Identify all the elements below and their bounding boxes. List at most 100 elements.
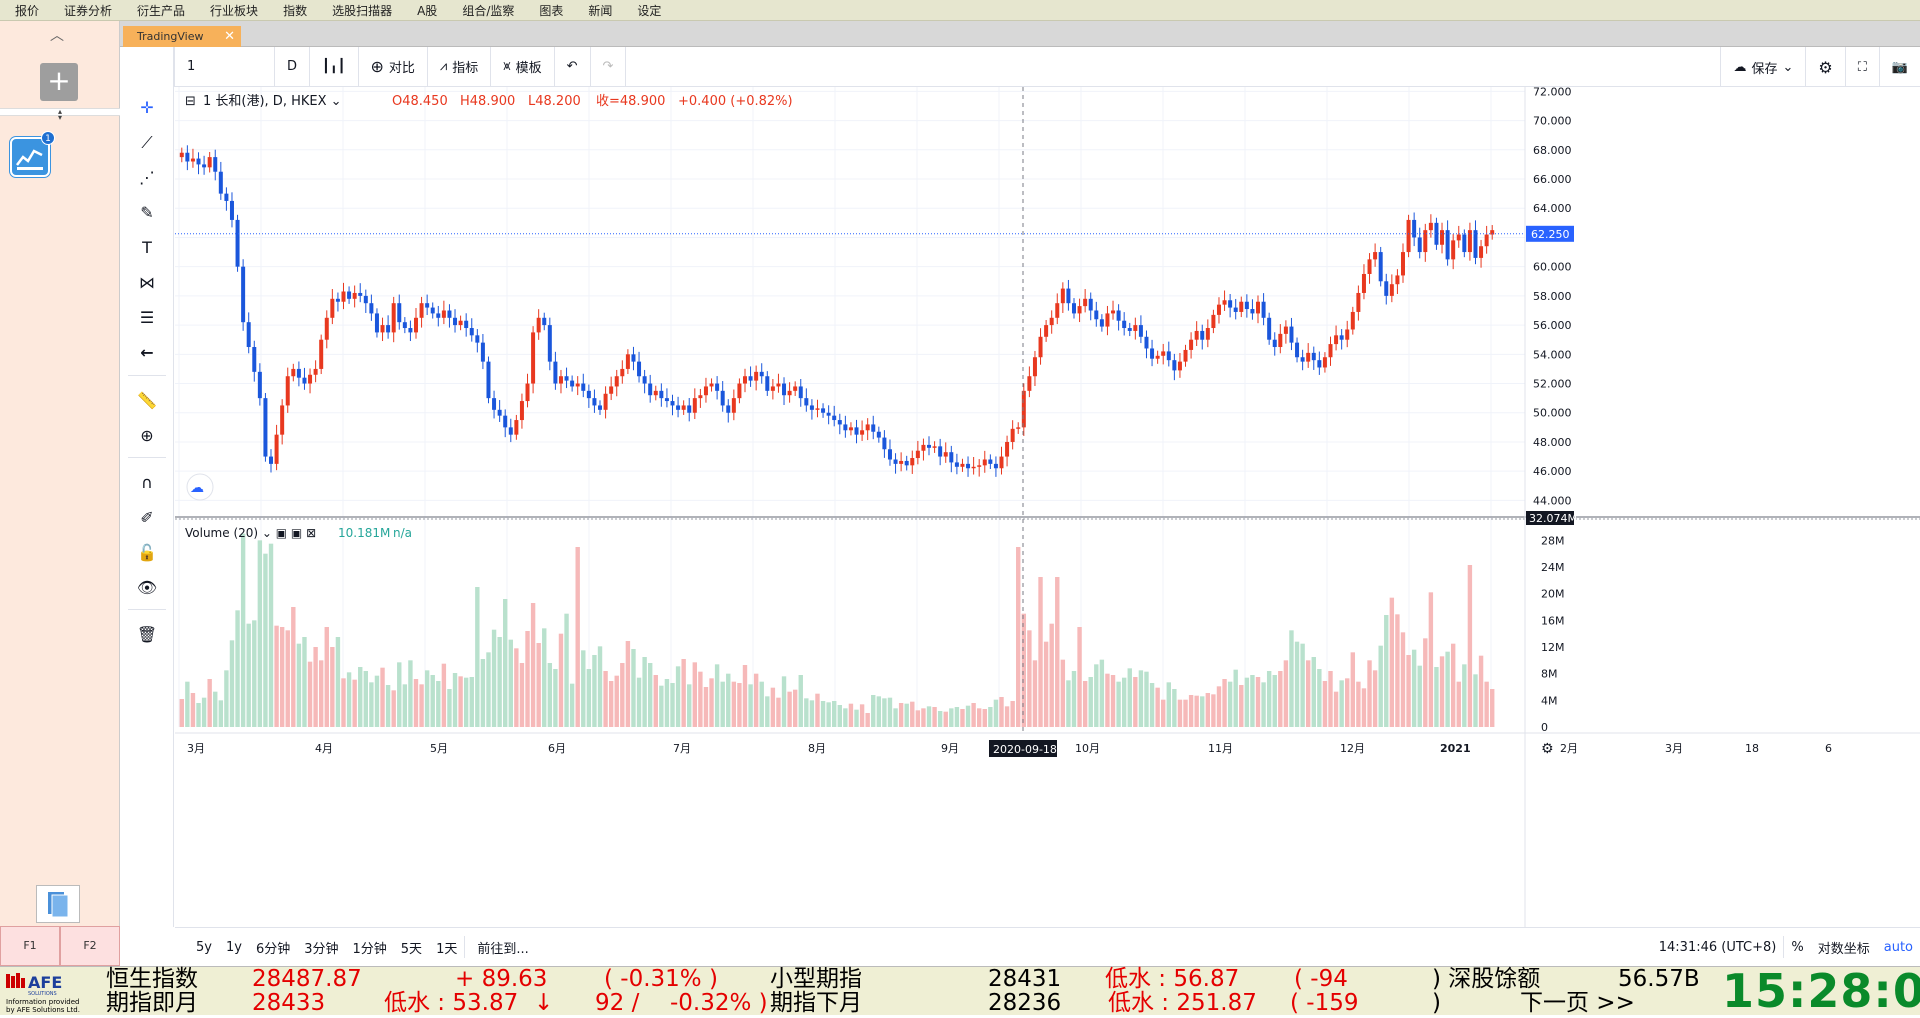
menu-item-3[interactable]: 行业板块 (210, 3, 259, 18)
volume-bar (430, 675, 435, 727)
volume-bar (1177, 699, 1183, 727)
close-icon[interactable]: ✕ (224, 29, 235, 44)
symbol-input[interactable]: 1 (175, 46, 275, 87)
volume-bar (1188, 695, 1194, 727)
menu-item-5[interactable]: 选股扫描器 (332, 3, 393, 18)
candle-style-button[interactable]: ┃╻┃ (310, 46, 359, 87)
volume-bar (1261, 682, 1266, 727)
menu-item-7[interactable]: 组合/监察 (462, 3, 515, 18)
range-5y[interactable]: 5y (196, 939, 212, 955)
afe-logo: AFE SOLUTIONS Information provided by AF… (4, 970, 104, 1014)
lock-icon[interactable]: 🔓 (137, 543, 157, 562)
candle-body (1177, 361, 1182, 371)
goto-button[interactable]: 前往到... (477, 941, 529, 957)
volume-bar (1411, 649, 1417, 727)
trash-icon[interactable]: 🗑 (136, 625, 158, 644)
volume-bar (1462, 664, 1467, 727)
candle-body (525, 383, 530, 402)
volume-bar (1166, 682, 1171, 727)
range-5d[interactable]: 5天 (400, 941, 423, 957)
svg-text:Information provided: Information provided (6, 998, 79, 1006)
tradingview-logo-icon: ☁ (190, 480, 204, 496)
range-1y[interactable]: 1y (225, 939, 242, 955)
menu-item-1[interactable]: 证券分析 (64, 3, 113, 18)
menu-item-10[interactable]: 设定 (637, 3, 662, 18)
prediction-icon[interactable]: ☰ (139, 308, 155, 327)
crosshair-icon[interactable]: ✛ (140, 98, 154, 117)
zoom-in-icon[interactable]: ⊕ (140, 426, 154, 445)
range-1min[interactable]: 1分钟 (352, 941, 387, 957)
panel-splitter[interactable]: ▴ ▾ (0, 108, 120, 122)
volume-bar (887, 697, 893, 727)
menu-item-6[interactable]: A股 (417, 3, 438, 18)
price-chart[interactable]: 72.00070.00068.00066.00064.00062.00060.0… (175, 85, 1920, 927)
volume-bar (1250, 675, 1255, 727)
indicators-button[interactable]: ⩘ 指标 (428, 46, 492, 87)
volume-bar (653, 675, 658, 727)
ruler-icon[interactable]: 📏 (137, 391, 157, 410)
f1-key[interactable]: F1 (0, 926, 60, 966)
pages-icon[interactable] (36, 885, 80, 923)
compare-button[interactable]: ⊕ 对比 (359, 46, 428, 87)
volume-bar (826, 702, 831, 727)
menu-item-9[interactable]: 新闻 (588, 3, 613, 18)
screenshot-button[interactable]: 📷 (1878, 47, 1920, 87)
volume-tick-label: 28M (1541, 534, 1565, 547)
candle-body (1228, 300, 1233, 308)
undo-button[interactable]: ↶ (555, 46, 591, 87)
log-scale-toggle[interactable]: 对数坐标 (1817, 941, 1870, 957)
redo-button[interactable]: ↷ (591, 46, 627, 87)
settings-button[interactable]: ⚙ (1805, 47, 1844, 87)
save-button[interactable]: ☁ 保存 ⌄ (1720, 47, 1805, 87)
magnet-icon[interactable]: ∩ (141, 473, 153, 492)
pitchfork-icon[interactable]: ⋰ (139, 168, 155, 187)
eye-icon[interactable]: 👁 (136, 578, 158, 597)
volume-bar (508, 639, 513, 727)
candle-body (1272, 339, 1277, 348)
range-6min[interactable]: 6分钟 (255, 941, 291, 957)
volume-bar (391, 690, 396, 727)
chevron-up-icon[interactable]: ︿ (50, 28, 64, 44)
volume-bar (452, 673, 458, 727)
lock-drawing-icon[interactable]: ✐ (140, 508, 154, 527)
menu-item-8[interactable]: 图表 (539, 3, 564, 18)
percent-toggle[interactable]: % (1791, 939, 1804, 955)
next-page-button[interactable]: 下一页 >> (1520, 990, 1635, 1016)
candle-body (1077, 306, 1082, 314)
brush-icon[interactable]: ✎ (140, 203, 154, 222)
candle-body (865, 424, 870, 431)
time-tick-label: 3月 (1665, 742, 1683, 755)
tab-tradingview[interactable]: TradingView ✕ (123, 26, 241, 47)
f2-key[interactable]: F2 (60, 926, 120, 966)
add-button[interactable]: + (40, 63, 78, 101)
chart-area[interactable]: 72.00070.00068.00066.00064.00062.00060.0… (175, 85, 1920, 927)
menu-item-0[interactable]: 报价 (15, 3, 40, 18)
text-icon[interactable]: T (142, 238, 152, 257)
volume-bar (1484, 681, 1489, 727)
pattern-icon[interactable]: ⋈ (139, 273, 155, 292)
candle-body (1334, 335, 1339, 345)
menu-item-4[interactable]: 指数 (283, 3, 308, 18)
volume-bar (993, 699, 999, 727)
svg-text:by AFE Solutions Ltd.: by AFE Solutions Ltd. (6, 1006, 80, 1014)
candle-body (1322, 357, 1327, 368)
range-3min[interactable]: 3分钟 (304, 941, 339, 957)
fullscreen-button[interactable]: ⛶ (1844, 47, 1879, 87)
price-tick-label: 44.000 (1533, 494, 1572, 507)
back-arrow-icon[interactable]: ← (140, 343, 154, 362)
templates-button[interactable]: ⩙ 模板 (491, 46, 555, 87)
time-tick-label: 18 (1745, 742, 1759, 755)
candle-body (330, 298, 335, 318)
volume-bar (714, 664, 720, 727)
candle-body (1194, 330, 1199, 340)
trendline-icon[interactable]: ⟋ (141, 133, 153, 152)
auto-toggle[interactable]: auto (1883, 939, 1913, 955)
volume-bar (569, 683, 575, 727)
candle-body (1055, 303, 1060, 318)
range-1d[interactable]: 1天 (436, 941, 458, 957)
candle-body (1244, 301, 1249, 310)
candle-body (703, 386, 708, 396)
menu-item-2[interactable]: 衍生产品 (137, 3, 186, 18)
interval-button[interactable]: D (275, 46, 311, 87)
volume-bar (759, 681, 764, 727)
